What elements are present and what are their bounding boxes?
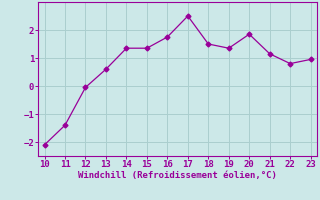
X-axis label: Windchill (Refroidissement éolien,°C): Windchill (Refroidissement éolien,°C) (78, 171, 277, 180)
